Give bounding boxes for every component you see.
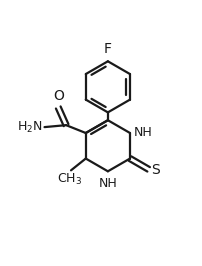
Text: H$_2$N: H$_2$N <box>17 119 43 135</box>
Text: NH: NH <box>134 126 153 139</box>
Text: O: O <box>53 89 64 103</box>
Text: CH$_3$: CH$_3$ <box>58 172 83 187</box>
Text: F: F <box>104 42 112 56</box>
Text: S: S <box>151 163 160 177</box>
Text: NH: NH <box>99 177 117 190</box>
